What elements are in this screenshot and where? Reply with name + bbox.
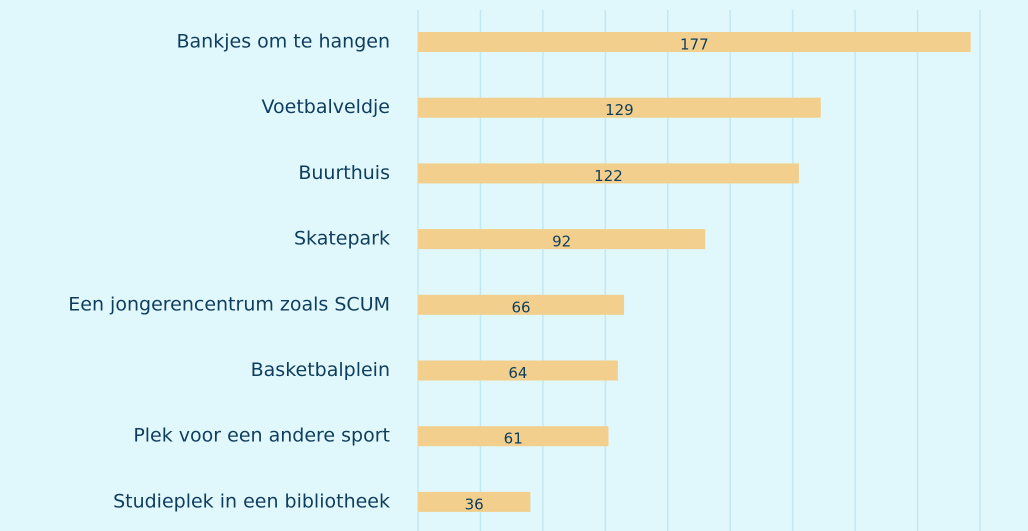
value-label: 36 [465, 495, 484, 513]
bar [418, 97, 821, 118]
category-label: Basketbalplein [251, 359, 390, 381]
bar [418, 294, 625, 315]
bar [418, 229, 706, 250]
category-label: Buurthuis [298, 162, 390, 184]
value-label: 64 [508, 364, 527, 382]
value-label: 129 [605, 101, 634, 119]
bar [418, 426, 609, 447]
value-label: 61 [504, 430, 523, 448]
value-label: 66 [511, 298, 530, 316]
category-label: Plek voor een andere sport [133, 425, 390, 447]
category-label: Een jongerencentrum zoals SCUM [68, 293, 390, 315]
bar [418, 32, 971, 52]
category-label: Voetbalveldje [261, 96, 390, 118]
value-label: 92 [552, 233, 571, 251]
bar [418, 360, 618, 381]
category-label: Studieplek in een bibliotheek [113, 490, 390, 512]
value-label: 177 [680, 36, 709, 54]
bar [418, 163, 799, 184]
category-label: Skatepark [294, 228, 390, 250]
category-label: Bankjes om te hangen [177, 31, 391, 53]
bar [418, 491, 531, 512]
value-label: 122 [594, 167, 623, 185]
